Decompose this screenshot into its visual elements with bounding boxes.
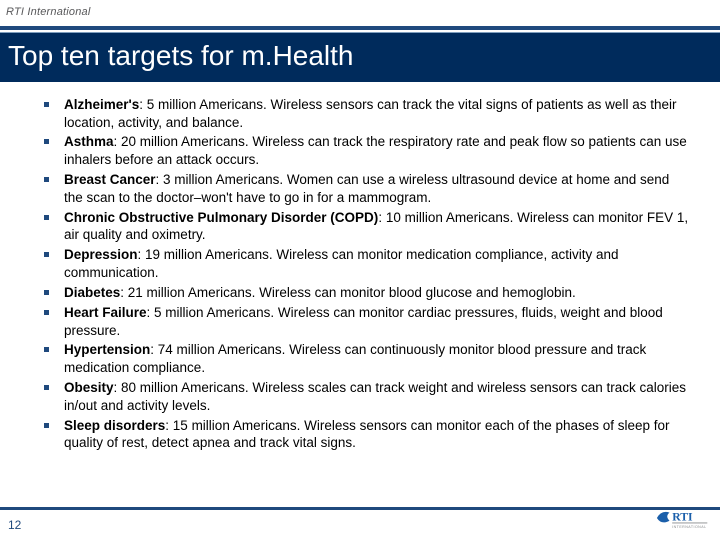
list-item: Asthma: 20 million Americans. Wireless c… (30, 133, 690, 169)
list-item: Depression: 19 million Americans. Wirele… (30, 246, 690, 282)
top-accent-bar (0, 26, 720, 30)
svg-text:INTERNATIONAL: INTERNATIONAL (672, 525, 706, 529)
list-item: Breast Cancer: 3 million Americans. Wome… (30, 171, 690, 207)
bullet-square-icon (44, 252, 49, 257)
item-bold: Hypertension (64, 342, 150, 357)
item-bold: Asthma (64, 134, 114, 149)
item-text: : 3 million Americans. Women can use a w… (64, 172, 669, 205)
item-bold: Sleep disorders (64, 418, 165, 433)
item-bold: Chronic Obstructive Pulmonary Disorder (… (64, 210, 378, 225)
list-item: Diabetes: 21 million Americans. Wireless… (30, 284, 690, 302)
item-text: : 74 million Americans. Wireless can con… (64, 342, 646, 375)
bullet-square-icon (44, 139, 49, 144)
list-item: Chronic Obstructive Pulmonary Disorder (… (30, 209, 690, 245)
slide-title: Top ten targets for m.Health (8, 41, 720, 72)
header: RTI International (0, 0, 720, 26)
item-bold: Breast Cancer (64, 172, 156, 187)
list-item: Hypertension: 74 million Americans. Wire… (30, 341, 690, 377)
slide: RTI International Top ten targets for m.… (0, 0, 720, 540)
item-bold: Diabetes (64, 285, 120, 300)
svg-text:RTI: RTI (672, 511, 693, 524)
title-bar: Top ten targets for m.Health (0, 33, 720, 82)
bullet-square-icon (44, 310, 49, 315)
rti-logo: RTI INTERNATIONAL (656, 507, 710, 534)
item-bold: Alzheimer's (64, 97, 139, 112)
list-item: Sleep disorders: 15 million Americans. W… (30, 417, 690, 453)
list-item: Obesity: 80 million Americans. Wireless … (30, 379, 690, 415)
bullet-list: Alzheimer's: 5 million Americans. Wirele… (30, 96, 690, 452)
list-item: Alzheimer's: 5 million Americans. Wirele… (30, 96, 690, 132)
item-text: : 19 million Americans. Wireless can mon… (64, 247, 618, 280)
item-bold: Depression (64, 247, 138, 262)
item-bold: Heart Failure (64, 305, 147, 320)
item-text: : 21 million Americans. Wireless can mon… (120, 285, 575, 300)
list-item: Heart Failure: 5 million Americans. Wire… (30, 304, 690, 340)
item-text: : 5 million Americans. Wireless sensors … (64, 97, 676, 130)
org-name: RTI International (0, 0, 720, 18)
bullet-square-icon (44, 102, 49, 107)
bullet-square-icon (44, 347, 49, 352)
item-text: : 5 million Americans. Wireless can moni… (64, 305, 663, 338)
page-number: 12 (8, 518, 21, 532)
bullet-square-icon (44, 215, 49, 220)
item-bold: Obesity (64, 380, 114, 395)
item-text: : 80 million Americans. Wireless scales … (64, 380, 686, 413)
bullet-square-icon (44, 385, 49, 390)
footer-line (0, 507, 720, 510)
item-text: : 20 million Americans. Wireless can tra… (64, 134, 687, 167)
bullet-square-icon (44, 177, 49, 182)
bullet-square-icon (44, 423, 49, 428)
content-area: Alzheimer's: 5 million Americans. Wirele… (0, 82, 720, 452)
bullet-square-icon (44, 290, 49, 295)
rti-logo-svg: RTI INTERNATIONAL (656, 507, 710, 529)
